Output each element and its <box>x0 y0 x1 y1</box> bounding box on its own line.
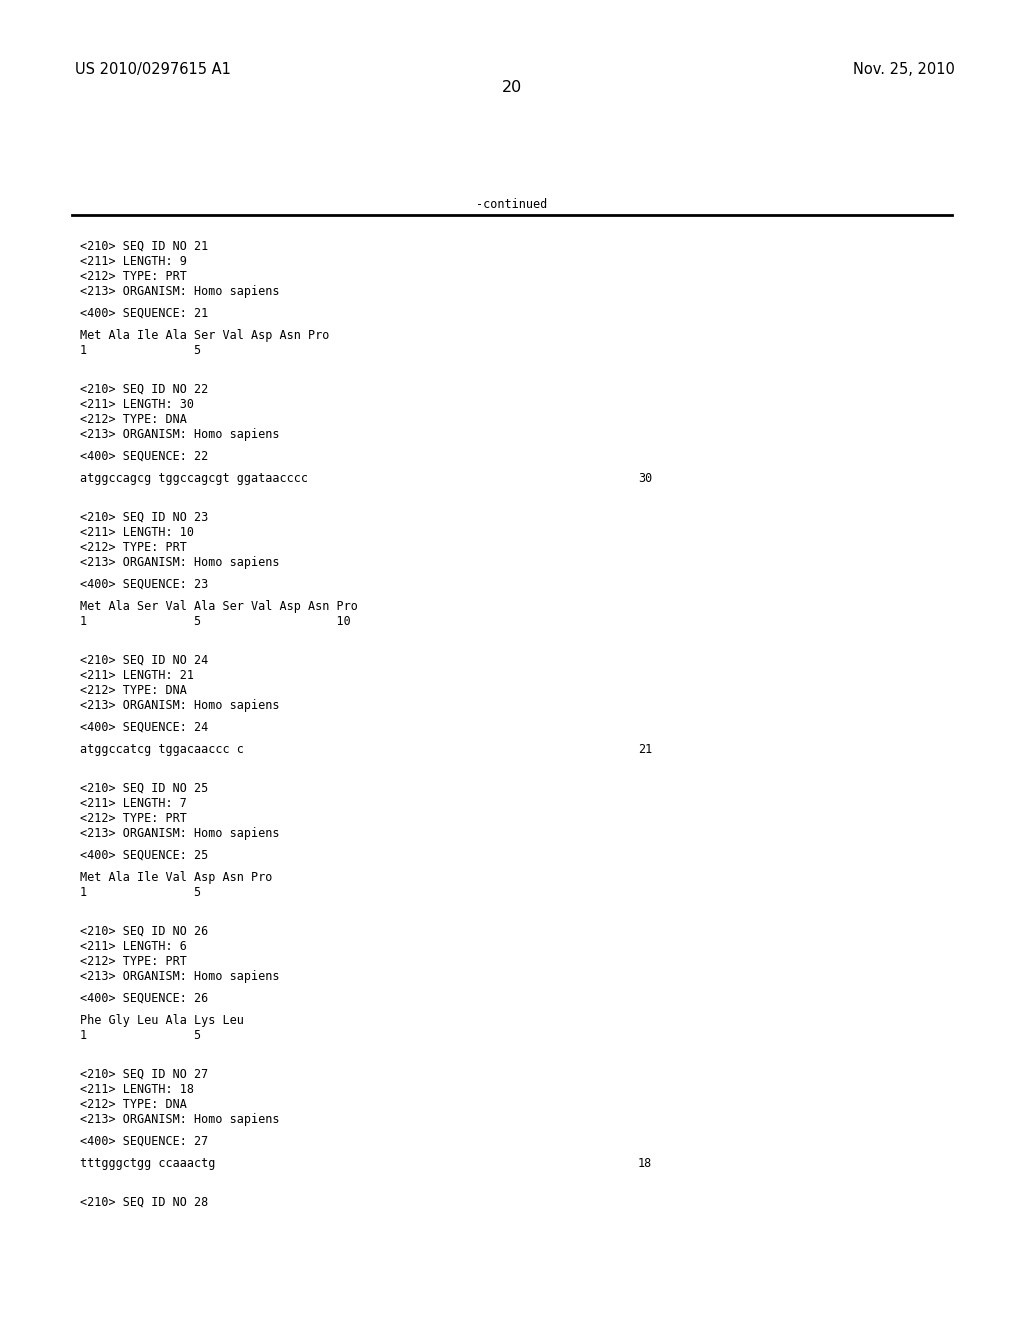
Text: 1               5: 1 5 <box>80 886 201 899</box>
Text: <211> LENGTH: 10: <211> LENGTH: 10 <box>80 525 194 539</box>
Text: Met Ala Ile Ala Ser Val Asp Asn Pro: Met Ala Ile Ala Ser Val Asp Asn Pro <box>80 329 330 342</box>
Text: <211> LENGTH: 30: <211> LENGTH: 30 <box>80 399 194 411</box>
Text: atggccagcg tggccagcgt ggataacccc: atggccagcg tggccagcgt ggataacccc <box>80 473 308 484</box>
Text: <210> SEQ ID NO 22: <210> SEQ ID NO 22 <box>80 383 208 396</box>
Text: atggccatcg tggacaaccc c: atggccatcg tggacaaccc c <box>80 743 244 756</box>
Text: <400> SEQUENCE: 25: <400> SEQUENCE: 25 <box>80 849 208 862</box>
Text: <212> TYPE: PRT: <212> TYPE: PRT <box>80 271 186 282</box>
Text: <212> TYPE: PRT: <212> TYPE: PRT <box>80 812 186 825</box>
Text: <212> TYPE: DNA: <212> TYPE: DNA <box>80 1098 186 1111</box>
Text: 1               5                   10: 1 5 10 <box>80 615 351 628</box>
Text: 1               5: 1 5 <box>80 1030 201 1041</box>
Text: Met Ala Ser Val Ala Ser Val Asp Asn Pro: Met Ala Ser Val Ala Ser Val Asp Asn Pro <box>80 601 357 612</box>
Text: <400> SEQUENCE: 27: <400> SEQUENCE: 27 <box>80 1135 208 1148</box>
Text: 1               5: 1 5 <box>80 345 201 356</box>
Text: -continued: -continued <box>476 198 548 211</box>
Text: <210> SEQ ID NO 28: <210> SEQ ID NO 28 <box>80 1196 208 1209</box>
Text: <210> SEQ ID NO 25: <210> SEQ ID NO 25 <box>80 781 208 795</box>
Text: <211> LENGTH: 9: <211> LENGTH: 9 <box>80 255 186 268</box>
Text: Nov. 25, 2010: Nov. 25, 2010 <box>853 62 955 77</box>
Text: <211> LENGTH: 18: <211> LENGTH: 18 <box>80 1082 194 1096</box>
Text: <213> ORGANISM: Homo sapiens: <213> ORGANISM: Homo sapiens <box>80 285 280 298</box>
Text: <400> SEQUENCE: 23: <400> SEQUENCE: 23 <box>80 578 208 591</box>
Text: <211> LENGTH: 6: <211> LENGTH: 6 <box>80 940 186 953</box>
Text: <213> ORGANISM: Homo sapiens: <213> ORGANISM: Homo sapiens <box>80 828 280 840</box>
Text: <212> TYPE: PRT: <212> TYPE: PRT <box>80 541 186 554</box>
Text: Met Ala Ile Val Asp Asn Pro: Met Ala Ile Val Asp Asn Pro <box>80 871 272 884</box>
Text: <400> SEQUENCE: 21: <400> SEQUENCE: 21 <box>80 308 208 319</box>
Text: <213> ORGANISM: Homo sapiens: <213> ORGANISM: Homo sapiens <box>80 1113 280 1126</box>
Text: <212> TYPE: DNA: <212> TYPE: DNA <box>80 413 186 426</box>
Text: <211> LENGTH: 21: <211> LENGTH: 21 <box>80 669 194 682</box>
Text: 30: 30 <box>638 473 652 484</box>
Text: US 2010/0297615 A1: US 2010/0297615 A1 <box>75 62 230 77</box>
Text: <213> ORGANISM: Homo sapiens: <213> ORGANISM: Homo sapiens <box>80 700 280 711</box>
Text: <213> ORGANISM: Homo sapiens: <213> ORGANISM: Homo sapiens <box>80 428 280 441</box>
Text: <400> SEQUENCE: 22: <400> SEQUENCE: 22 <box>80 450 208 463</box>
Text: <400> SEQUENCE: 24: <400> SEQUENCE: 24 <box>80 721 208 734</box>
Text: <213> ORGANISM: Homo sapiens: <213> ORGANISM: Homo sapiens <box>80 556 280 569</box>
Text: <210> SEQ ID NO 26: <210> SEQ ID NO 26 <box>80 925 208 939</box>
Text: <210> SEQ ID NO 23: <210> SEQ ID NO 23 <box>80 511 208 524</box>
Text: 18: 18 <box>638 1158 652 1170</box>
Text: <210> SEQ ID NO 21: <210> SEQ ID NO 21 <box>80 240 208 253</box>
Text: Phe Gly Leu Ala Lys Leu: Phe Gly Leu Ala Lys Leu <box>80 1014 244 1027</box>
Text: 21: 21 <box>638 743 652 756</box>
Text: <213> ORGANISM: Homo sapiens: <213> ORGANISM: Homo sapiens <box>80 970 280 983</box>
Text: 20: 20 <box>502 81 522 95</box>
Text: <210> SEQ ID NO 27: <210> SEQ ID NO 27 <box>80 1068 208 1081</box>
Text: <212> TYPE: PRT: <212> TYPE: PRT <box>80 954 186 968</box>
Text: tttgggctgg ccaaactg: tttgggctgg ccaaactg <box>80 1158 215 1170</box>
Text: <212> TYPE: DNA: <212> TYPE: DNA <box>80 684 186 697</box>
Text: <400> SEQUENCE: 26: <400> SEQUENCE: 26 <box>80 993 208 1005</box>
Text: <211> LENGTH: 7: <211> LENGTH: 7 <box>80 797 186 810</box>
Text: <210> SEQ ID NO 24: <210> SEQ ID NO 24 <box>80 653 208 667</box>
